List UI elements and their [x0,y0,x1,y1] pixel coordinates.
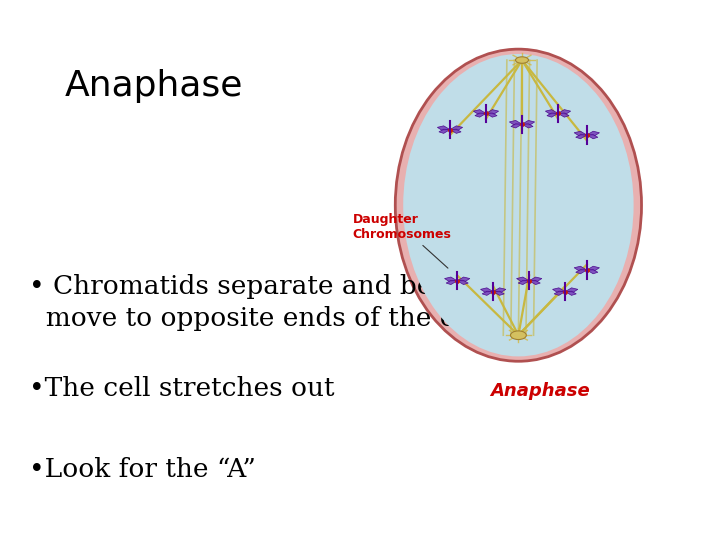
Polygon shape [482,291,493,295]
Polygon shape [587,131,600,136]
Ellipse shape [395,49,642,361]
Polygon shape [547,113,558,117]
Text: Anaphase: Anaphase [490,382,590,401]
Polygon shape [558,113,569,117]
Polygon shape [439,129,450,133]
Polygon shape [529,280,540,285]
Ellipse shape [510,331,526,340]
Polygon shape [518,280,529,285]
Text: Anaphase: Anaphase [65,70,243,103]
Polygon shape [493,288,506,292]
Polygon shape [457,280,468,285]
Polygon shape [565,288,578,292]
Ellipse shape [403,54,634,356]
Polygon shape [558,110,571,114]
Polygon shape [450,129,461,133]
Text: •The cell stretches out: •The cell stretches out [29,376,334,401]
Polygon shape [522,124,533,128]
Polygon shape [554,291,565,295]
Polygon shape [511,124,522,128]
Polygon shape [587,134,598,139]
Polygon shape [576,269,587,274]
Polygon shape [486,110,499,114]
Polygon shape [475,113,486,117]
Polygon shape [509,120,522,125]
Polygon shape [522,120,535,125]
Polygon shape [529,277,542,281]
Polygon shape [457,277,470,281]
Text: Daughter
Chromosomes: Daughter Chromosomes [353,213,451,268]
Polygon shape [486,113,497,117]
Polygon shape [480,288,493,292]
Polygon shape [444,277,457,281]
Polygon shape [437,126,450,130]
Polygon shape [552,288,565,292]
Polygon shape [450,126,463,130]
Polygon shape [565,291,576,295]
Polygon shape [587,266,600,271]
Text: • Chromatids separate and begin to
  move to opposite ends of the cell: • Chromatids separate and begin to move … [29,274,510,331]
Polygon shape [574,131,587,136]
Polygon shape [545,110,558,114]
Polygon shape [473,110,486,114]
Ellipse shape [516,57,528,63]
Polygon shape [587,269,598,274]
Polygon shape [516,277,529,281]
Polygon shape [493,291,504,295]
Polygon shape [574,266,587,271]
Polygon shape [576,134,587,139]
Polygon shape [446,280,457,285]
Text: •Look for the “A”: •Look for the “A” [29,457,256,482]
